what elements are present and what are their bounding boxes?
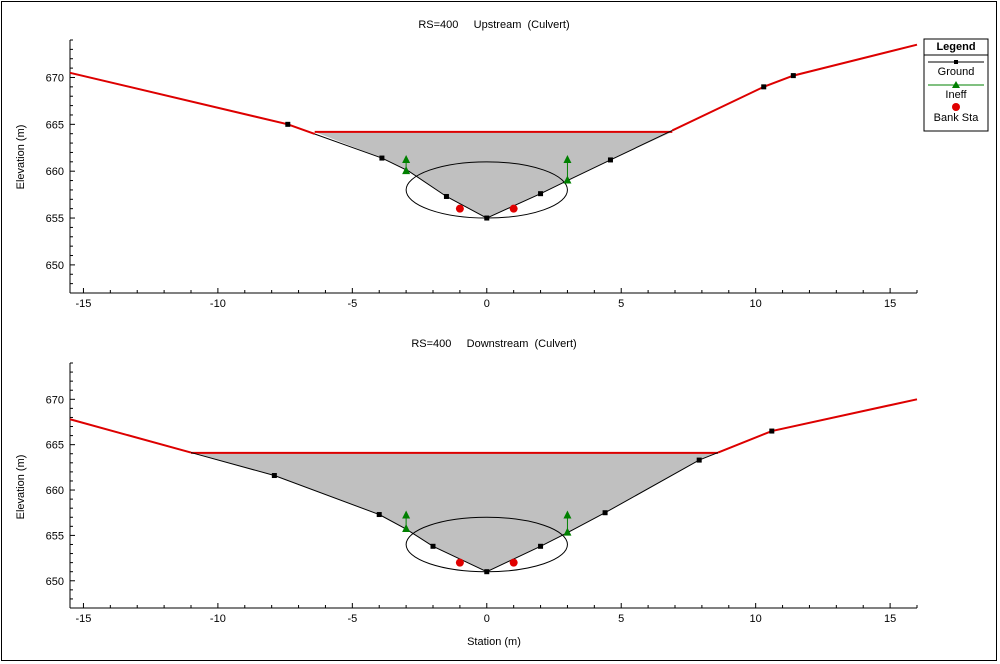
x-tick-label: 15 bbox=[884, 298, 896, 310]
x-tick-label: -10 bbox=[210, 298, 226, 310]
ground-point bbox=[271, 473, 277, 479]
ground-point bbox=[769, 428, 775, 434]
ground-point bbox=[538, 543, 544, 549]
bank-sta-point bbox=[509, 204, 518, 213]
ground-point bbox=[379, 155, 385, 161]
y-axis-title-upstream: Elevation (m) bbox=[15, 125, 27, 190]
ground-point bbox=[607, 157, 613, 163]
ground-point bbox=[761, 84, 767, 90]
ineff-marker bbox=[563, 154, 572, 163]
ground-point bbox=[285, 121, 291, 127]
ineff-marker bbox=[563, 175, 572, 184]
x-tick-label: 15 bbox=[884, 613, 896, 625]
legend-item-ground: Ground bbox=[928, 60, 984, 78]
y-tick-label: 650 bbox=[46, 260, 64, 272]
x-tick-label: 10 bbox=[750, 613, 762, 625]
x-tick-label: -10 bbox=[210, 613, 226, 625]
y-tick-label: 670 bbox=[46, 72, 64, 84]
ineff-marker bbox=[563, 510, 572, 519]
ground-line-left bbox=[69, 71, 316, 135]
bank-sta-point bbox=[455, 558, 464, 567]
x-tick-label: -5 bbox=[347, 613, 357, 625]
legend-item-ineff: Ineff bbox=[928, 81, 984, 101]
y-tick-label: 655 bbox=[46, 530, 64, 542]
legend-label-ground: Ground bbox=[938, 66, 975, 78]
bank-sta-point bbox=[509, 558, 518, 567]
y-tick-label: 660 bbox=[46, 166, 64, 178]
x-tick-label: 5 bbox=[618, 298, 624, 310]
ground-point bbox=[430, 543, 436, 549]
y-tick-label: 655 bbox=[46, 213, 64, 225]
ground-point bbox=[602, 510, 608, 516]
x-tick-label: 0 bbox=[484, 613, 490, 625]
ground-point bbox=[538, 191, 544, 197]
ground-line-right bbox=[717, 398, 918, 454]
upstream-panel: RS=400 Upstream (Culvert) Elevation (m) … bbox=[15, 19, 918, 310]
y-tick-label: 665 bbox=[46, 440, 64, 452]
x-tick-label: 0 bbox=[484, 298, 490, 310]
ineff-marker bbox=[402, 166, 411, 175]
ground-point bbox=[443, 193, 449, 199]
ineff-marker bbox=[402, 524, 411, 533]
water-fill bbox=[314, 131, 673, 219]
x-tick-label: -15 bbox=[75, 298, 91, 310]
y-tick-label: 670 bbox=[46, 394, 64, 406]
legend-bank-marker bbox=[952, 103, 960, 111]
chart-title-downstream: RS=400 Downstream (Culvert) bbox=[411, 338, 576, 350]
ground-point bbox=[696, 457, 702, 463]
ground-point bbox=[484, 215, 490, 221]
y-tick-label: 665 bbox=[46, 119, 64, 131]
ineff-marker bbox=[563, 527, 572, 536]
ineff-marker bbox=[402, 154, 411, 163]
x-tick-label: 10 bbox=[750, 298, 762, 310]
legend-ineff-marker bbox=[952, 81, 960, 88]
legend-title: Legend bbox=[936, 41, 975, 53]
x-tick-label: -15 bbox=[75, 613, 91, 625]
x-tick-label: 5 bbox=[618, 613, 624, 625]
ground-point bbox=[484, 569, 490, 575]
y-axis-title-downstream: Elevation (m) bbox=[15, 455, 27, 520]
legend-item-bank-sta: Bank Sta bbox=[934, 103, 980, 124]
x-tick-label: -5 bbox=[347, 298, 357, 310]
x-axis-title: Station (m) bbox=[467, 636, 521, 648]
y-tick-label: 650 bbox=[46, 576, 64, 588]
legend-label-ineff: Ineff bbox=[945, 89, 967, 101]
water-fill bbox=[191, 452, 719, 572]
bank-sta-point bbox=[455, 204, 464, 213]
legend-ground-marker bbox=[954, 60, 958, 64]
legend: Legend Ground Ineff Bank Sta bbox=[923, 38, 989, 132]
ground-point bbox=[790, 73, 796, 79]
legend-label-bank-sta: Bank Sta bbox=[934, 112, 980, 124]
downstream-panel: RS=400 Downstream (Culvert) Elevation (m… bbox=[15, 338, 918, 648]
ineff-marker bbox=[402, 510, 411, 519]
ground-point bbox=[376, 512, 382, 518]
ground-line-right bbox=[671, 43, 918, 132]
ground-line-left bbox=[69, 418, 192, 454]
chart-title-upstream: RS=400 Upstream (Culvert) bbox=[418, 19, 569, 31]
y-tick-label: 660 bbox=[46, 485, 64, 497]
